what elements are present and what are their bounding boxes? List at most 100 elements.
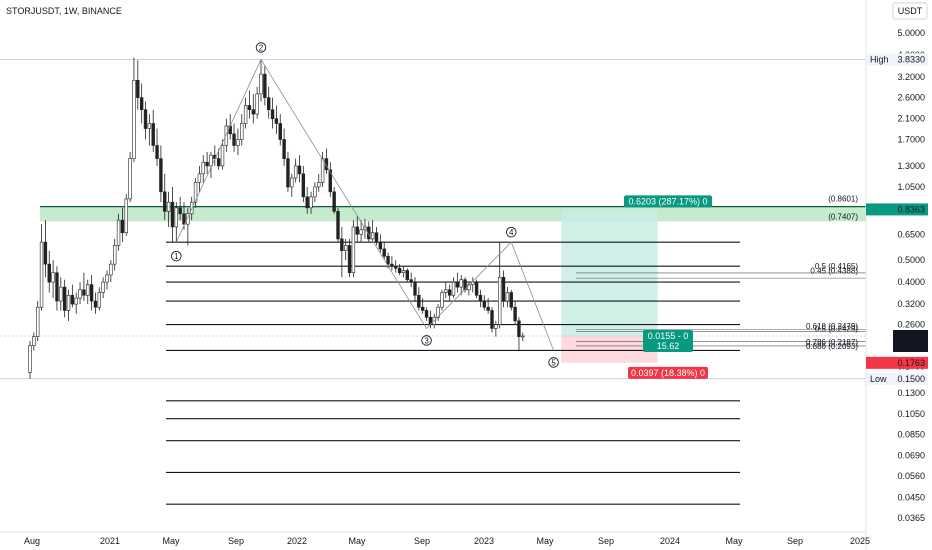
price-tick-label: 0.1300 <box>897 388 925 398</box>
low-tag-bg <box>866 372 928 385</box>
candle-body <box>89 284 94 302</box>
wave-label: 2 <box>259 43 264 52</box>
candle-body <box>62 286 67 311</box>
candle <box>317 173 321 192</box>
candle <box>455 272 460 293</box>
candle <box>420 298 425 314</box>
candle-body <box>521 335 525 338</box>
candle <box>151 109 155 152</box>
candle <box>113 238 117 271</box>
candle <box>82 272 86 302</box>
candle-body <box>517 320 521 337</box>
candle <box>101 277 105 299</box>
stop-price-tag: 0.1763 <box>866 356 928 369</box>
candle-body <box>201 161 205 175</box>
candle <box>97 287 102 311</box>
fib-label: 0.5 (0.4165) <box>815 262 858 271</box>
candle-body <box>224 125 229 146</box>
candle <box>32 332 36 351</box>
candle-body <box>28 345 32 373</box>
candle <box>43 220 48 278</box>
candle-body <box>270 109 275 119</box>
candle <box>170 186 175 243</box>
price-tick-label: 0.5000 <box>897 255 925 265</box>
candle <box>51 260 55 299</box>
zone-high-label: (0.8601) <box>828 195 858 204</box>
candle-body <box>447 289 452 296</box>
candle-body <box>143 109 148 129</box>
fib-label: 0.45 (0.4388) <box>810 266 858 275</box>
candle-body <box>220 145 225 167</box>
candle-body <box>59 286 63 302</box>
price-tick-label: 0.6500 <box>897 229 925 239</box>
candle <box>336 207 340 243</box>
price-tick-label: 0.4000 <box>897 277 925 287</box>
candle <box>278 114 282 146</box>
candle <box>490 307 494 333</box>
candle <box>166 191 171 227</box>
candle-body <box>459 279 463 288</box>
candle <box>440 289 444 311</box>
candle-body <box>290 177 294 188</box>
candle <box>201 155 205 183</box>
candle-body <box>128 158 132 200</box>
time-tick-label: May <box>536 536 554 546</box>
candle-body <box>328 169 332 193</box>
candle-body <box>170 201 175 228</box>
candle-body <box>209 154 213 167</box>
target-price-tag-text: 0.8363 <box>897 204 925 214</box>
stop-badge-bg <box>628 366 708 379</box>
candle <box>74 292 78 314</box>
candle-body <box>340 238 344 252</box>
fib-label: 0.786 (0.2187) <box>806 338 858 347</box>
candle-body <box>259 73 263 95</box>
candle <box>444 282 448 299</box>
candle-body <box>370 232 375 240</box>
candle-body <box>313 186 317 198</box>
candle <box>486 298 490 314</box>
candle <box>309 191 313 214</box>
candle-body <box>74 297 78 305</box>
candle-body <box>501 276 506 302</box>
price-tick-label: 5.0000 <box>897 28 925 38</box>
candle <box>417 287 421 311</box>
candle <box>243 97 248 129</box>
candle-body <box>66 294 71 311</box>
stop-price-tag-text: 0.1763 <box>897 358 925 368</box>
candle-body <box>386 255 390 265</box>
candle-body <box>347 245 352 274</box>
candle-body <box>132 79 136 159</box>
wave-label: 4 <box>509 228 514 237</box>
time-tick-label: 2021 <box>100 536 120 546</box>
candle <box>320 151 325 187</box>
candle-body <box>401 270 406 274</box>
candle-body <box>78 289 82 299</box>
low-tag-label: Low <box>870 374 887 384</box>
candle-body <box>440 292 444 308</box>
candle-body <box>301 173 306 198</box>
candle <box>351 220 356 278</box>
price-tick-label: 0.0850 <box>897 430 925 440</box>
candle-body <box>494 324 498 329</box>
candle <box>390 256 394 271</box>
candle-body <box>93 300 98 308</box>
candle-body <box>174 207 178 228</box>
time-tick-label: Sep <box>414 536 430 546</box>
candle <box>328 162 332 197</box>
candle <box>116 213 121 251</box>
candle-body <box>97 292 102 308</box>
candle <box>159 145 163 203</box>
candle <box>209 151 213 179</box>
candle-body <box>86 284 90 296</box>
candle-body <box>382 248 386 257</box>
candle <box>517 317 521 351</box>
candle-body <box>159 158 163 193</box>
time-tick-label: Aug <box>24 536 40 546</box>
time-tick-label: May <box>348 536 366 546</box>
candle <box>347 238 352 278</box>
candle <box>259 59 263 102</box>
candle-body <box>482 300 486 308</box>
candle <box>240 114 244 146</box>
candle-body <box>240 123 244 140</box>
